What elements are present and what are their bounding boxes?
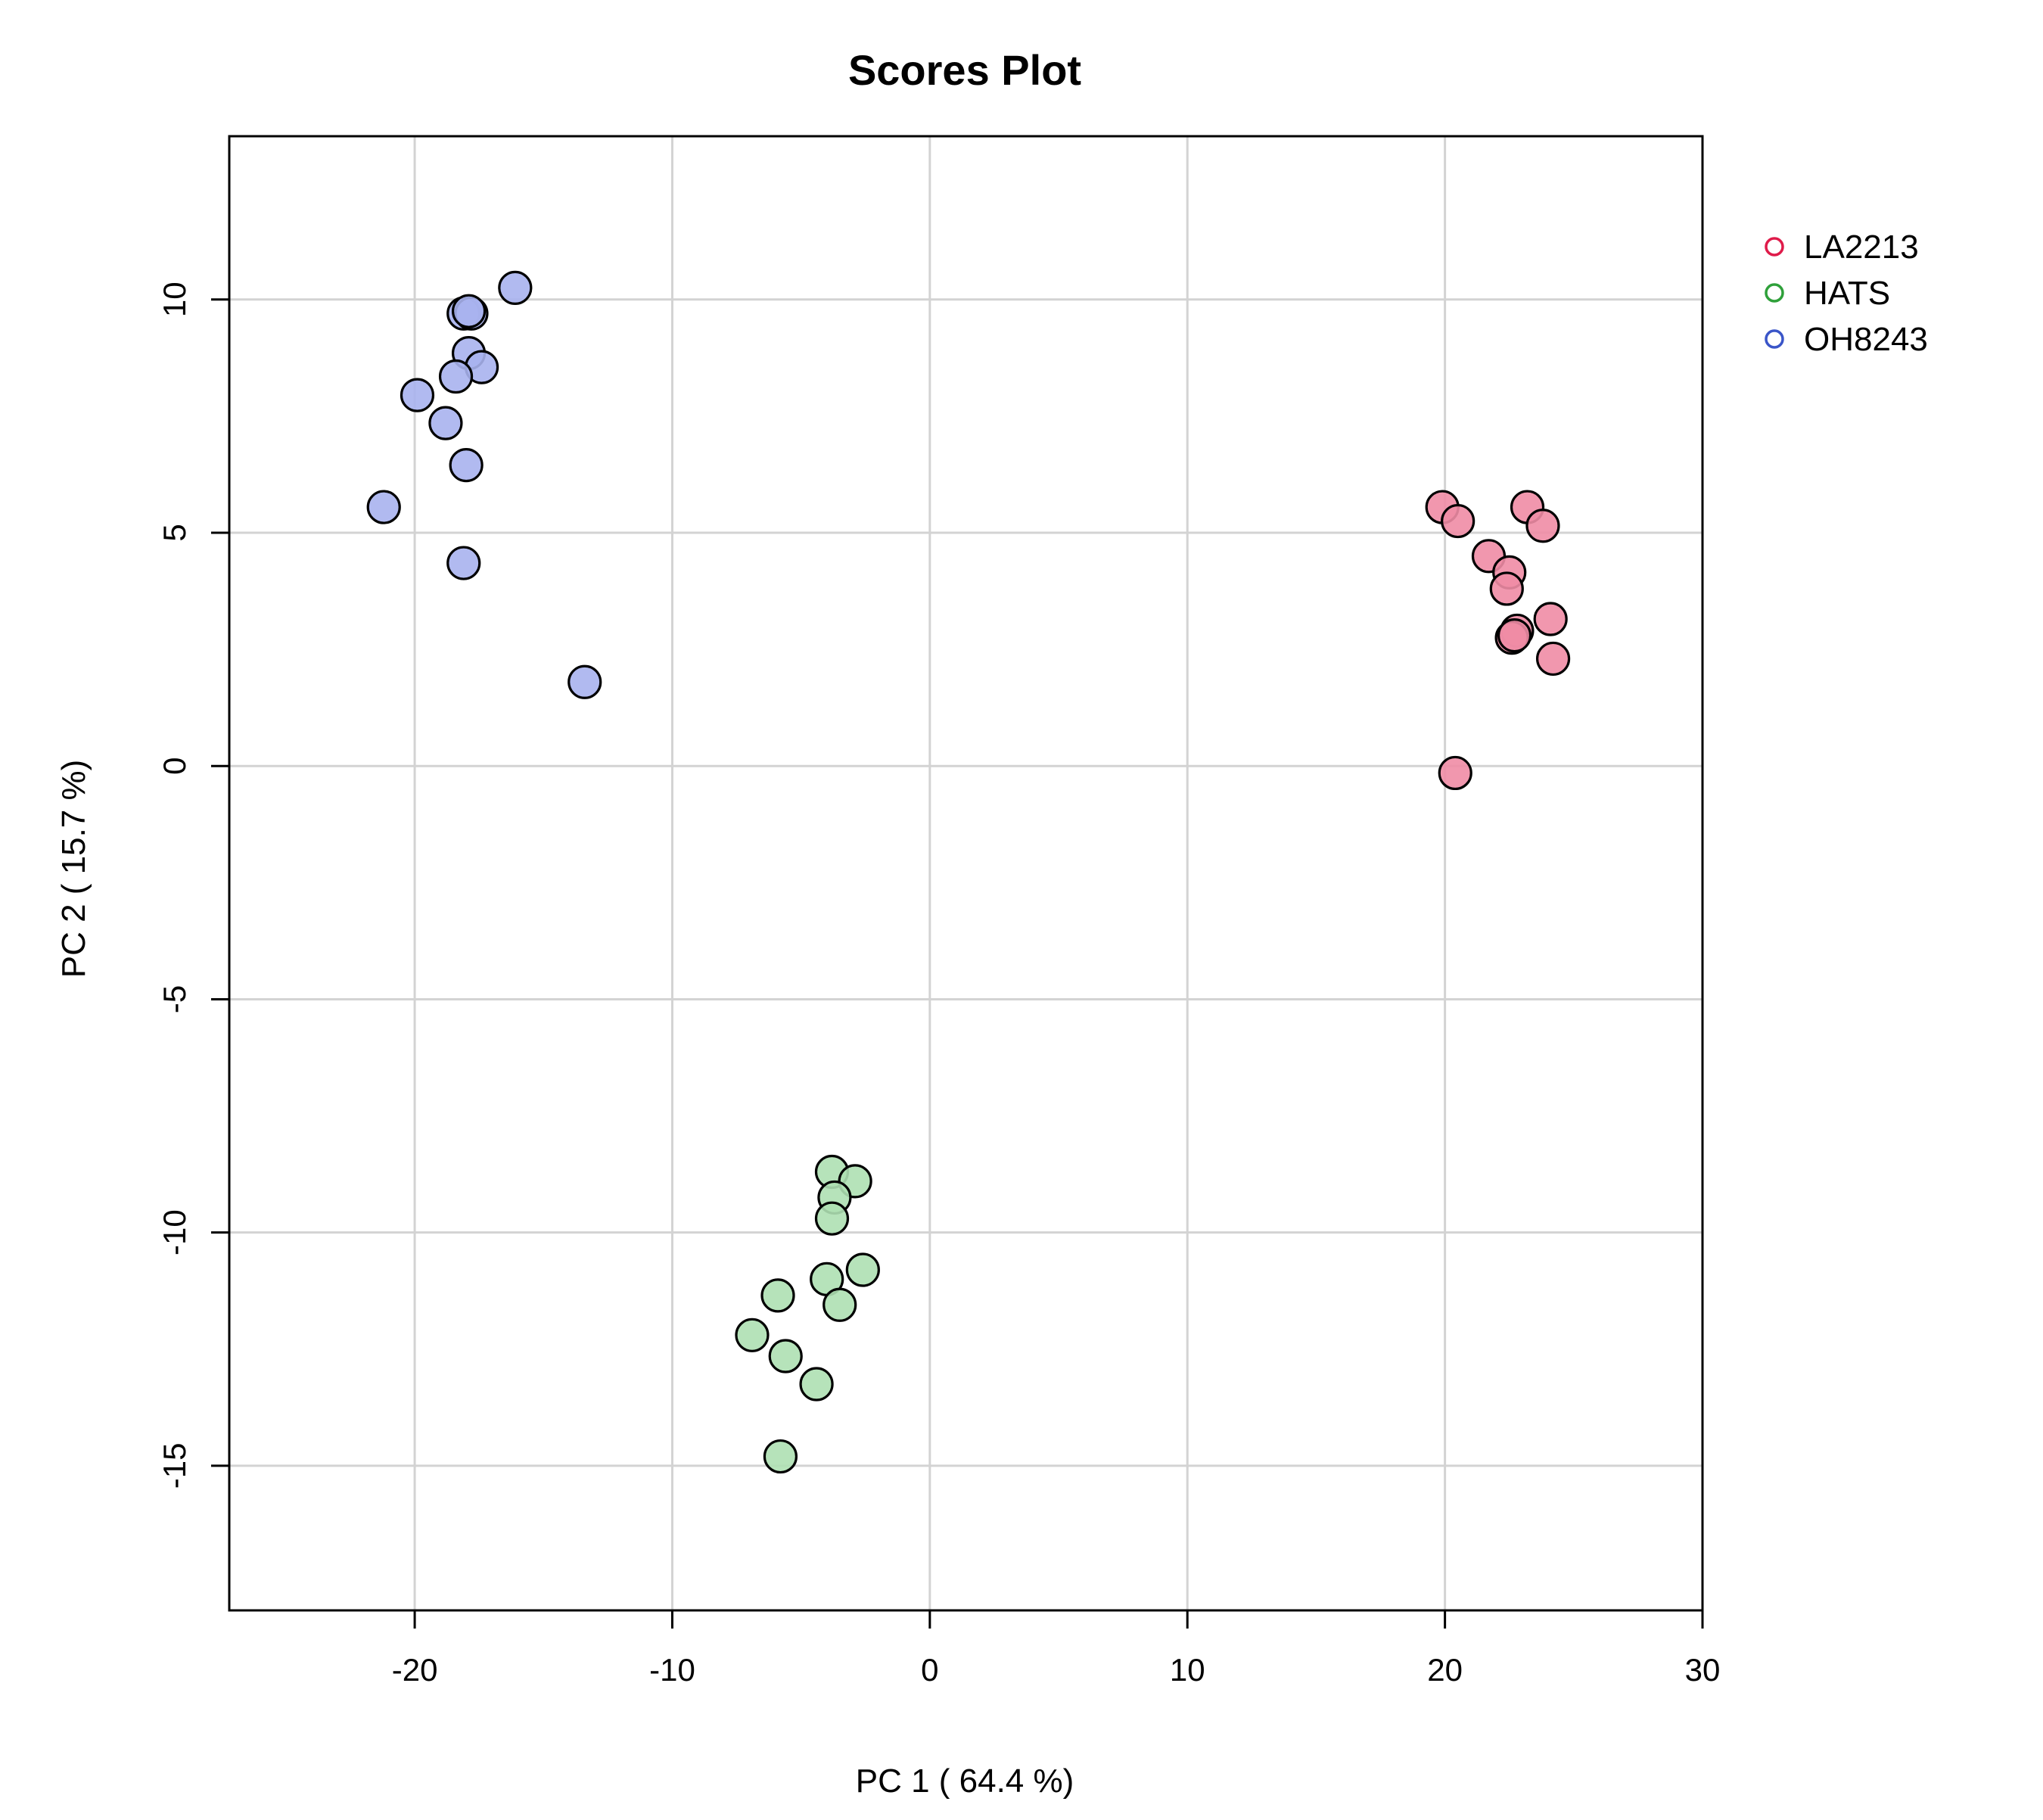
x-tick-label: 0	[921, 1652, 938, 1688]
x-tick-label: 10	[1170, 1652, 1205, 1688]
legend-label: OH8243	[1804, 321, 1928, 358]
legend: LA2213 HATS OH8243	[1765, 229, 1928, 358]
data-point	[438, 359, 474, 394]
chart-title: Scores Plot	[848, 46, 1081, 94]
data-point	[449, 448, 484, 483]
legend-label: LA2213	[1804, 229, 1919, 266]
data-point	[1533, 602, 1568, 636]
x-axis-label: PC 1 ( 64.4 %)	[856, 1762, 1074, 1800]
data-point	[446, 546, 481, 580]
data-point	[366, 490, 401, 524]
plot-frame	[228, 135, 1704, 1612]
y-axis-label: PC 2 ( 15.7 %)	[55, 760, 92, 978]
data-point	[763, 1439, 798, 1474]
data-point	[1441, 503, 1476, 539]
data-point	[735, 1318, 770, 1352]
data-points	[366, 270, 1571, 1474]
data-point	[799, 1367, 834, 1402]
legend-marker	[1765, 329, 1784, 349]
data-point	[760, 1278, 795, 1313]
series-la2213	[1425, 490, 1571, 791]
legend-marker	[1765, 283, 1784, 303]
data-point	[428, 406, 463, 440]
y-tick-label: -5	[157, 985, 192, 1013]
y-tick-label: 0	[157, 758, 192, 775]
y-tick-label: -15	[157, 1443, 192, 1489]
data-point	[814, 1201, 850, 1236]
x-tick-label: 30	[1685, 1652, 1721, 1688]
y-tick-label: 10	[157, 282, 192, 317]
legend-marker	[1765, 237, 1784, 257]
y-tick-label: -10	[157, 1209, 192, 1255]
x-tick-label: 20	[1427, 1652, 1463, 1688]
series-hats	[735, 1154, 880, 1474]
data-point	[400, 378, 435, 412]
data-point	[1438, 755, 1472, 791]
x-tick-label: -20	[392, 1652, 438, 1688]
data-point	[451, 294, 487, 328]
axes: -20 -10 0 10 20 30 -15 -10 -5 0 5 10	[157, 282, 1720, 1688]
series-oh8243	[366, 270, 602, 699]
data-point	[568, 664, 602, 699]
data-point	[768, 1339, 803, 1374]
data-point	[1497, 618, 1532, 653]
y-tick-label: 5	[157, 524, 192, 541]
data-point	[845, 1252, 880, 1287]
legend-label: HATS	[1804, 275, 1890, 312]
data-point	[1489, 571, 1524, 606]
x-tick-label: -10	[649, 1652, 695, 1688]
data-point	[1525, 509, 1560, 543]
data-point	[1535, 641, 1571, 677]
data-point	[498, 270, 533, 305]
data-point	[822, 1287, 857, 1322]
